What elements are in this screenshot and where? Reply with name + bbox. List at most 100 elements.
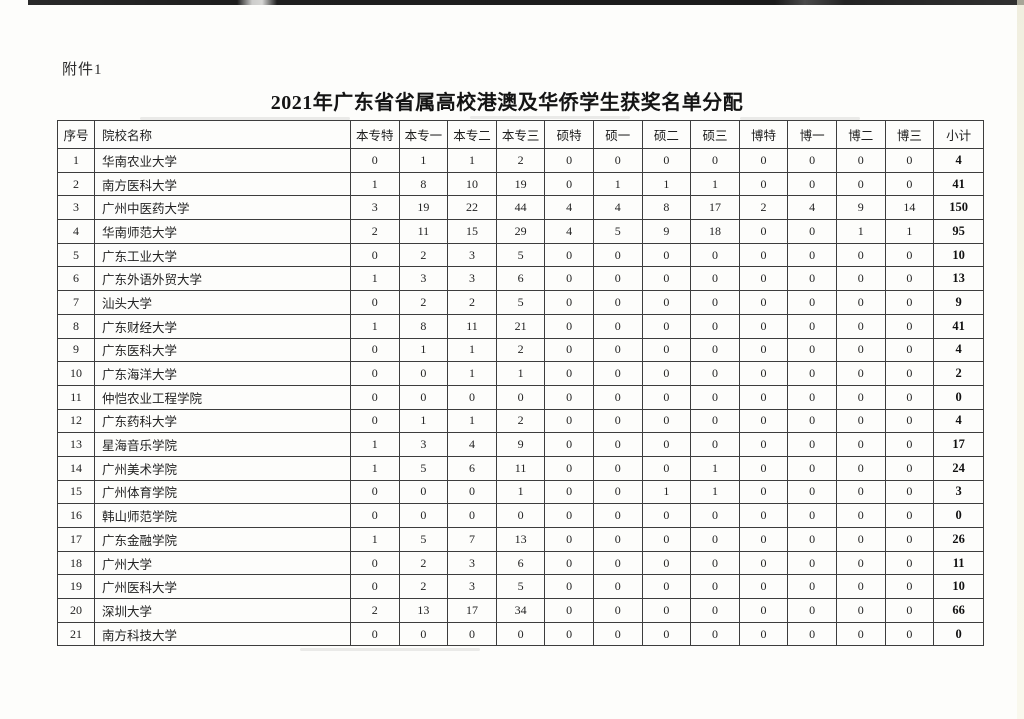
value-cell: 0	[690, 361, 740, 386]
value-cell: 6	[495, 550, 546, 576]
value-cell: 0	[592, 266, 643, 292]
value-cell: 1	[398, 337, 449, 363]
institution-name-cell: 广东药科大学	[94, 408, 351, 434]
value-cell: 0	[544, 598, 594, 623]
value-cell: 11	[495, 455, 546, 481]
table-row: 14 广州美术学院 1 5 6 11 0 0 0 1 0 0 0 0 24	[57, 455, 985, 481]
value-cell: 0	[592, 598, 643, 623]
row-number-cell: 19	[57, 574, 95, 600]
scan-artifact-right-edge	[1017, 0, 1024, 719]
value-cell: 0	[738, 455, 789, 481]
value-cell: 0	[884, 290, 935, 315]
value-cell: 0	[835, 171, 886, 197]
value-cell: 0	[884, 598, 935, 623]
value-cell: 8	[641, 195, 692, 221]
column-header: 博一	[787, 120, 837, 149]
value-cell: 0	[738, 219, 789, 244]
value-cell: 1	[350, 432, 400, 457]
value-cell: 0	[738, 266, 789, 292]
value-cell: 0	[884, 242, 935, 268]
value-cell: 1	[495, 361, 546, 386]
table-row: 8 广东财经大学 1 8 11 21 0 0 0 0 0 0 0 0 41	[57, 313, 985, 339]
value-cell: 0	[544, 455, 594, 481]
value-cell: 0	[544, 384, 594, 410]
value-cell: 0	[544, 550, 594, 576]
value-cell: 4	[544, 195, 594, 221]
value-cell: 1	[690, 479, 740, 505]
column-header: 院校名称	[94, 120, 351, 149]
award-allocation-table: 序号 院校名称 本专特 本专一 本专二 本专三 硕特 硕一 硕二 硕三 博特 博一 博二 博三 小计 1 华南…	[57, 120, 985, 647]
value-cell: 0	[592, 527, 643, 552]
value-cell: 0	[884, 621, 935, 647]
value-cell: 5	[495, 290, 546, 315]
value-cell: 5	[398, 455, 449, 481]
table-row: 12 广东药科大学 0 1 1 2 0 0 0 0 0 0 0 0 4	[57, 408, 985, 434]
value-cell: 0	[592, 361, 643, 386]
value-cell: 0	[690, 266, 740, 292]
value-cell: 0	[690, 384, 740, 410]
value-cell: 0	[787, 242, 837, 268]
value-cell: 0	[690, 574, 740, 600]
institution-name-cell: 广州大学	[94, 550, 351, 576]
value-cell: 0	[641, 432, 692, 457]
value-cell: 0	[787, 171, 837, 197]
institution-name-cell: 广东工业大学	[94, 242, 351, 268]
value-cell: 0	[738, 479, 789, 505]
subtotal-cell: 26	[933, 527, 985, 552]
value-cell: 3	[447, 242, 497, 268]
subtotal-cell: 13	[933, 266, 985, 292]
value-cell: 0	[787, 384, 837, 410]
value-cell: 0	[787, 148, 837, 173]
value-cell: 0	[787, 313, 837, 339]
value-cell: 1	[398, 148, 449, 173]
value-cell: 0	[835, 598, 886, 623]
value-cell: 0	[884, 337, 935, 363]
value-cell: 0	[738, 574, 789, 600]
value-cell: 0	[350, 290, 400, 315]
row-number-cell: 9	[57, 337, 95, 363]
row-number-cell: 15	[57, 479, 95, 505]
value-cell: 0	[447, 621, 497, 647]
value-cell: 5	[495, 574, 546, 600]
value-cell: 0	[884, 550, 935, 576]
value-cell: 1	[447, 361, 497, 386]
value-cell: 0	[592, 550, 643, 576]
value-cell: 0	[592, 479, 643, 505]
value-cell: 2	[495, 148, 546, 173]
value-cell: 0	[641, 550, 692, 576]
value-cell: 0	[592, 574, 643, 600]
value-cell: 7	[447, 527, 497, 552]
value-cell: 0	[690, 290, 740, 315]
value-cell: 0	[398, 479, 449, 505]
table-row: 20 深圳大学 2 13 17 34 0 0 0 0 0 0 0 0 66	[57, 598, 985, 623]
value-cell: 0	[447, 503, 497, 528]
value-cell: 22	[447, 195, 497, 221]
value-cell: 0	[835, 266, 886, 292]
table-row: 21 南方科技大学 0 0 0 0 0 0 0 0 0 0 0 0 0	[57, 621, 985, 647]
value-cell: 2	[738, 195, 789, 221]
value-cell: 0	[738, 550, 789, 576]
institution-name-cell: 华南师范大学	[94, 219, 351, 244]
value-cell: 0	[544, 361, 594, 386]
institution-name-cell: 广州中医药大学	[94, 195, 351, 221]
table-row: 10 广东海洋大学 0 0 1 1 0 0 0 0 0 0 0 0 2	[57, 361, 985, 386]
value-cell: 0	[690, 598, 740, 623]
table-header-row: 序号 院校名称 本专特 本专一 本专二 本专三 硕特 硕一 硕二 硕三 博特 博一 博二 博三 小计	[57, 120, 985, 149]
value-cell: 2	[398, 550, 449, 576]
row-number-cell: 17	[57, 527, 95, 552]
value-cell: 1	[495, 479, 546, 505]
scan-smudge	[140, 117, 350, 120]
value-cell: 0	[592, 621, 643, 647]
value-cell: 1	[690, 171, 740, 197]
table-body: 1 华南农业大学 0 1 1 2 0 0 0 0 0 0 0 0 4 2 南方医科大学 1 8 10 19 0 1 1 1 0 0 0…	[57, 148, 985, 647]
value-cell: 2	[398, 290, 449, 315]
value-cell: 0	[690, 337, 740, 363]
value-cell: 1	[592, 171, 643, 197]
value-cell: 0	[738, 384, 789, 410]
value-cell: 0	[592, 455, 643, 481]
table-row: 18 广州大学 0 2 3 6 0 0 0 0 0 0 0 0 11	[57, 550, 985, 576]
value-cell: 0	[738, 171, 789, 197]
institution-name-cell: 广州美术学院	[94, 455, 351, 481]
value-cell: 1	[690, 455, 740, 481]
